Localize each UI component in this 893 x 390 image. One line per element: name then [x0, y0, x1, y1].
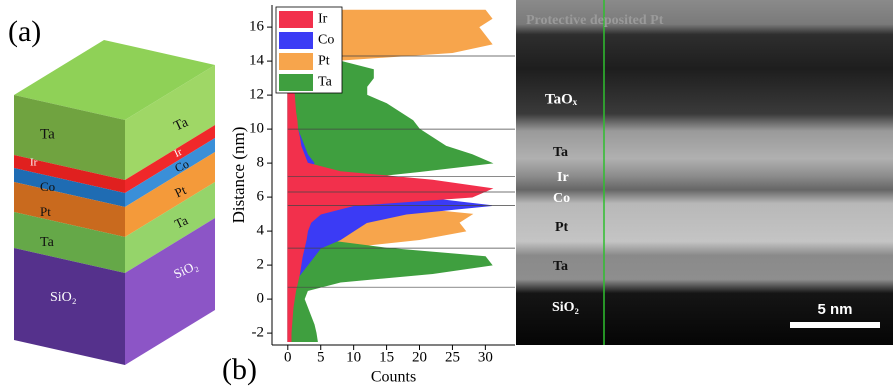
tem-label: SiO₂	[552, 300, 579, 315]
front-layer	[14, 168, 125, 207]
y-tick-label: 10	[249, 121, 264, 137]
layer-stack	[14, 40, 215, 365]
x-axis-label: Counts	[371, 369, 416, 386]
layer-label: Ta	[40, 126, 55, 142]
x-tick-label: 25	[445, 349, 460, 365]
y-tick-label: 2	[257, 257, 265, 273]
x-tick-label: 10	[346, 349, 361, 365]
front-layer	[14, 182, 125, 237]
front-layer	[14, 95, 125, 180]
x-tick-label: 5	[317, 349, 325, 365]
tem-label: Ta	[553, 145, 568, 160]
y-tick-label: 8	[257, 155, 265, 171]
side-layer	[125, 152, 215, 237]
top-face	[14, 40, 215, 120]
side-layer	[125, 218, 215, 365]
legend-swatch	[279, 32, 313, 49]
side-layer	[125, 125, 215, 193]
layer-label: Ta	[172, 212, 190, 231]
legend-swatch	[279, 11, 313, 28]
panel-label: (b)	[222, 353, 257, 386]
x-tick-label: 15	[379, 349, 394, 365]
y-tick-label: -2	[252, 325, 265, 341]
legend-label: Pt	[318, 54, 330, 69]
front-layer	[14, 248, 125, 365]
tem-label: Co	[553, 191, 570, 206]
side-layer	[125, 182, 215, 273]
panel-label: (a)	[8, 15, 41, 48]
legend-label: Ta	[318, 75, 333, 90]
y-axis-label: Distance (nm)	[229, 127, 248, 224]
layer-label: Co	[173, 157, 192, 176]
scale-bar	[790, 322, 880, 328]
legend-label: Co	[318, 33, 334, 48]
y-tick-label: 0	[257, 291, 265, 307]
y-tick-label: 14	[249, 53, 265, 69]
tem-label: Protective deposited Pt	[526, 13, 664, 28]
tem-label: Pt	[555, 220, 569, 235]
chart: -2 0 2 4 6 8 10 12 14 16 0 5 10 15 20 25 30 Counts Distanc…	[229, 5, 515, 386]
front-layer	[14, 212, 125, 273]
scale-bar-label: 5 nm	[817, 301, 852, 318]
tem-image	[516, 0, 893, 345]
y-tick-label: 6	[257, 189, 265, 205]
x-tick-label: 20	[412, 349, 427, 365]
legend-label: Ir	[318, 12, 328, 27]
y-tick-label: 16	[249, 19, 265, 35]
y-tick-label: 4	[257, 223, 265, 239]
tem-label: TaOₓ	[545, 91, 578, 107]
layer-label: Pt	[40, 204, 51, 219]
legend-swatch	[279, 53, 313, 70]
tem-label: Ir	[557, 170, 569, 185]
layer-label: SiO₂	[50, 290, 77, 305]
legend-swatch	[279, 74, 313, 91]
layer-label: Ir	[30, 157, 38, 169]
tem-label: Ta	[553, 259, 568, 274]
x-tick-label: 0	[284, 349, 292, 365]
side-layer	[125, 65, 215, 180]
layer-label: Co	[40, 179, 55, 194]
front-layer	[14, 155, 125, 193]
x-tick-label: 30	[478, 349, 493, 365]
side-layer	[125, 138, 215, 207]
y-tick-label: 12	[249, 87, 264, 103]
layer-label: Ta	[40, 235, 55, 250]
